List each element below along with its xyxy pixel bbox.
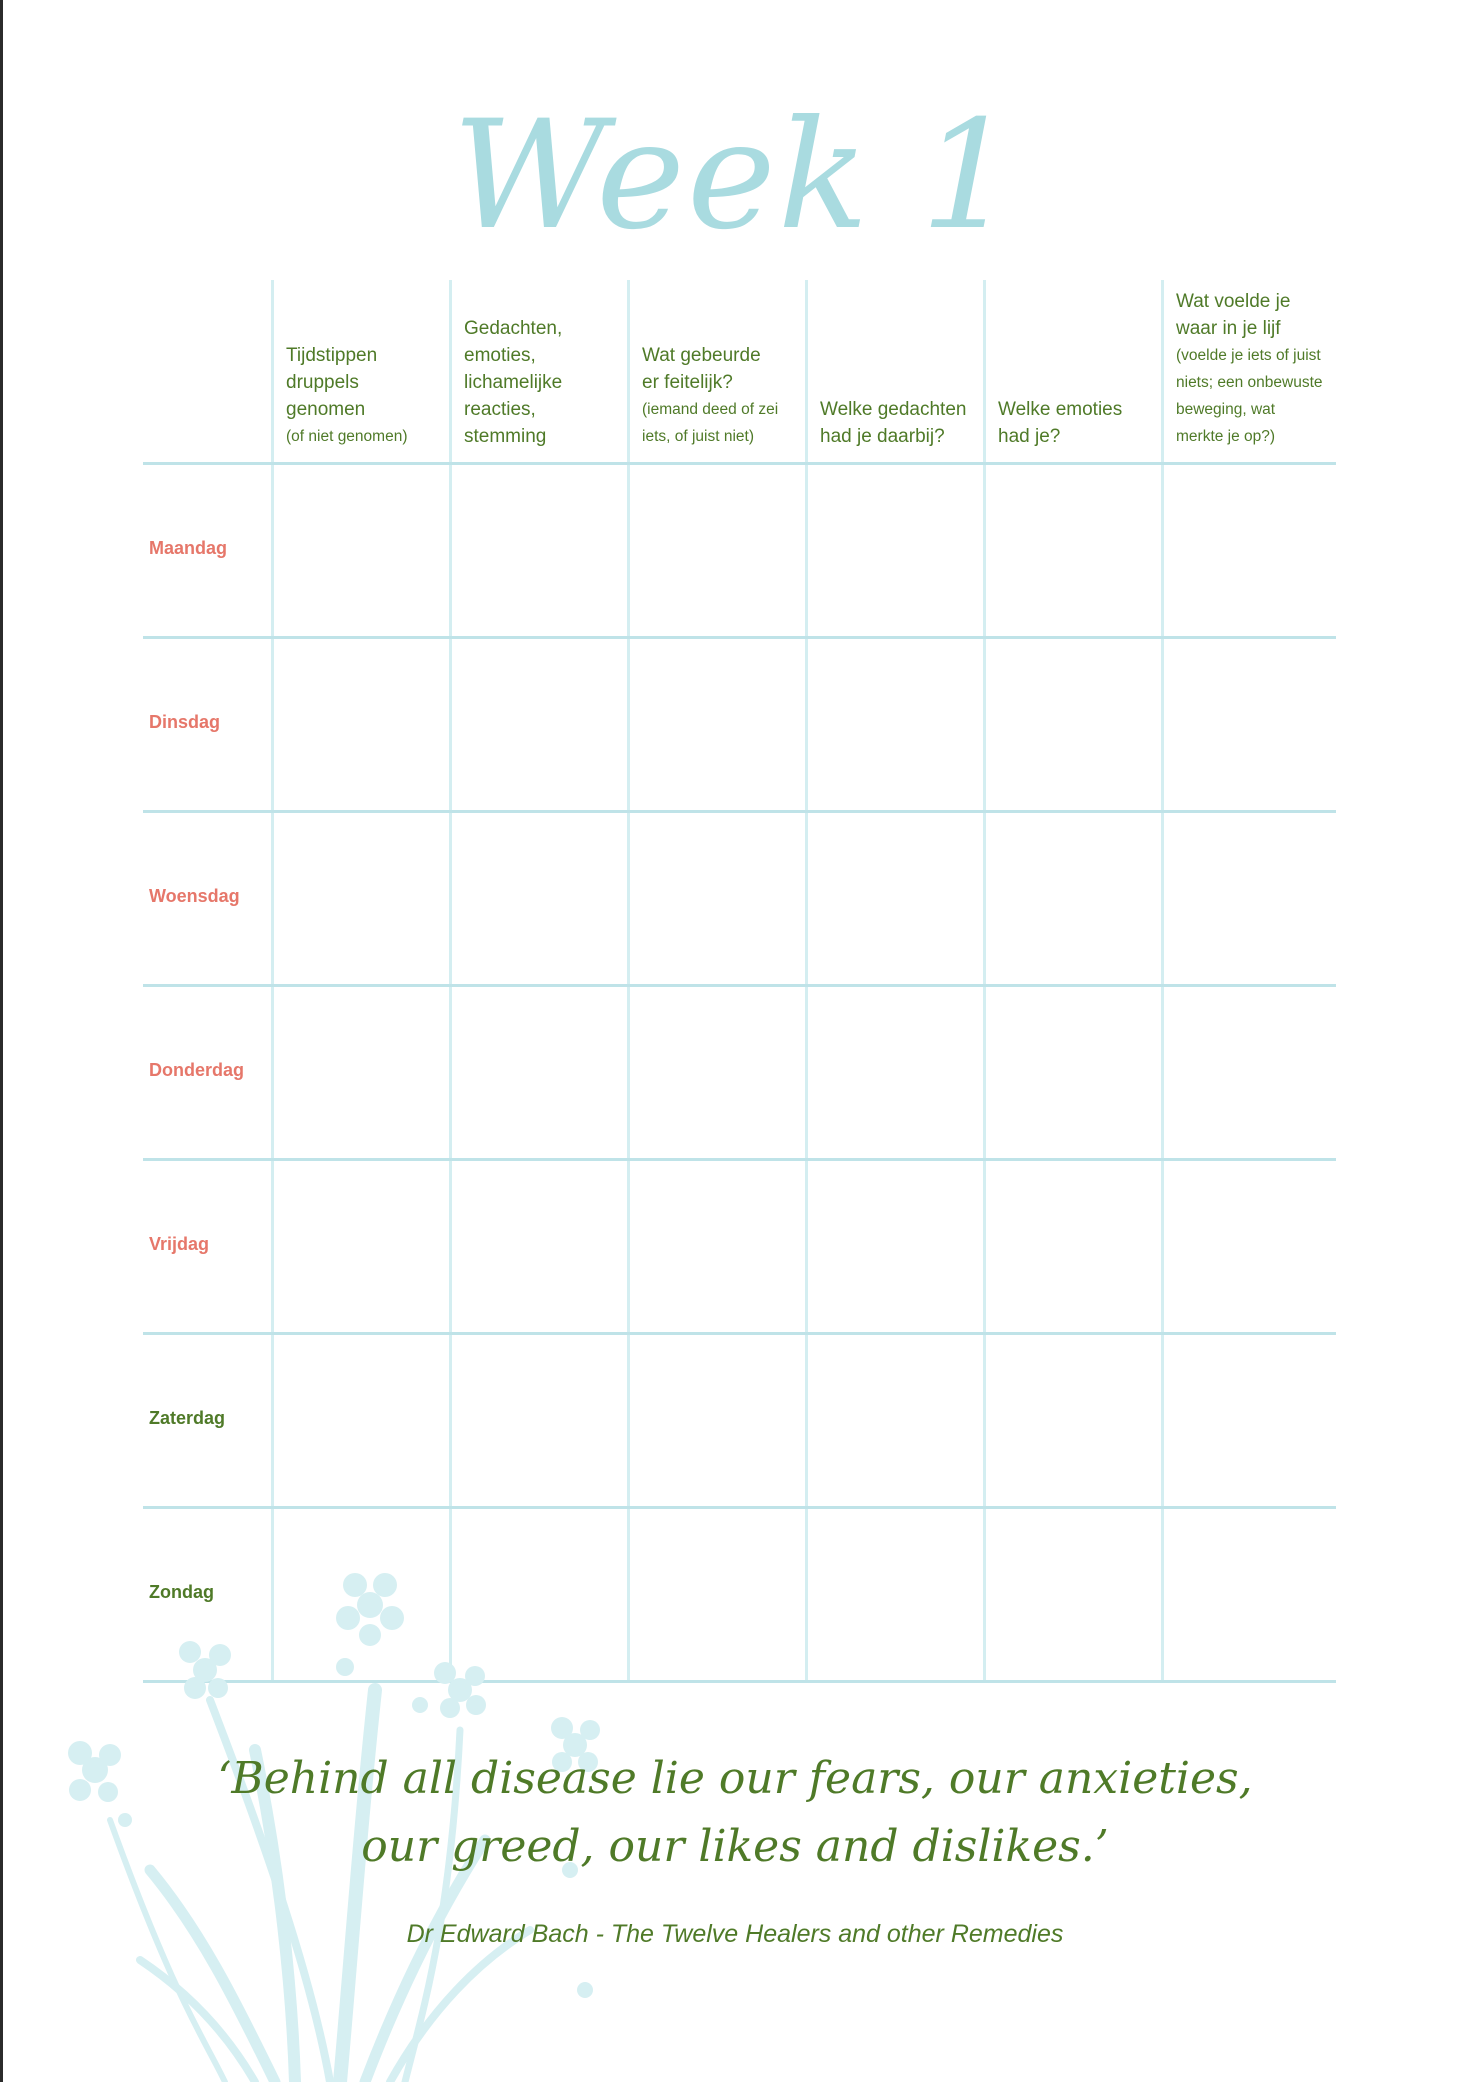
grid-vline xyxy=(805,280,808,1682)
weekday-label-vrijdag: Vrijdag xyxy=(149,1234,210,1254)
grid-hline xyxy=(143,1506,1336,1509)
column-header-tijdstippen: Tijdstippen druppels genomen (of niet ge… xyxy=(286,280,436,462)
column-header-welke-gedachten: Welke gedachten had je daarbij? xyxy=(820,280,970,462)
grid-vline xyxy=(449,280,452,1682)
grid-hline xyxy=(143,984,1336,987)
botanical-illustration xyxy=(68,1573,600,2082)
weekday-label-zondag: Zondag xyxy=(149,1582,214,1602)
column-header-main: Welke gedachten had je daarbij? xyxy=(820,399,967,447)
page-edge xyxy=(0,0,3,2082)
flower-icon xyxy=(434,1662,486,1718)
grid-vline xyxy=(983,280,986,1682)
column-header-main: Gedachten, emoties, lichamelijke reactie… xyxy=(464,318,563,447)
grid-vline xyxy=(271,280,274,1682)
weekday-label-woensdag: Woensdag xyxy=(149,886,240,906)
grid-hline xyxy=(143,1158,1336,1161)
column-header-wat-voelde: Wat voelde je waar in je lijf (voelde je… xyxy=(1176,280,1341,462)
grid-hline xyxy=(143,810,1336,813)
column-header-wat-gebeurde: Wat gebeurde er feitelijk? (iemand deed … xyxy=(642,280,792,462)
grid-hline xyxy=(143,1680,1336,1683)
quote-text: ‘Behind all disease lie our fears, our a… xyxy=(217,1753,1253,1872)
flower-icon xyxy=(336,1573,404,1646)
flower-icon xyxy=(68,1741,121,1802)
column-header-main: Wat voelde je waar in je lijf xyxy=(1176,291,1291,339)
weekday-label-donderdag: Donderdag xyxy=(149,1060,245,1080)
grid-hline xyxy=(143,636,1336,639)
weekday-label-dinsdag: Dinsdag xyxy=(149,712,221,732)
column-header-main: Welke emoties had je? xyxy=(998,399,1123,447)
grid-hline xyxy=(143,1332,1336,1335)
column-header-note: (of niet genomen) xyxy=(286,428,408,445)
column-header-main: Wat gebeurde er feitelijk? xyxy=(642,345,761,393)
quote-attribution: Dr Edward Bach - The Twelve Healers and … xyxy=(406,1920,1064,1948)
flower-icon xyxy=(551,1717,600,1772)
grid-vline xyxy=(627,280,630,1682)
grid-vline xyxy=(1161,280,1164,1682)
weekday-label-zaterdag: Zaterdag xyxy=(149,1408,226,1428)
grid-hline xyxy=(143,462,1336,465)
flower-icon xyxy=(179,1641,231,1699)
weekday-label-maandag: Maandag xyxy=(149,538,228,558)
column-header-welke-emoties: Welke emoties had je? xyxy=(998,280,1148,462)
column-header-gedachten-emoties: Gedachten, emoties, lichamelijke reactie… xyxy=(464,280,614,462)
column-header-note: (iemand deed of zei iets, of juist niet) xyxy=(642,401,779,445)
column-header-note: (voelde je iets of juist niets; een onbe… xyxy=(1176,347,1323,445)
page-title: Week 1 xyxy=(452,89,1018,263)
column-header-main: Tijdstippen druppels genomen xyxy=(286,345,378,420)
